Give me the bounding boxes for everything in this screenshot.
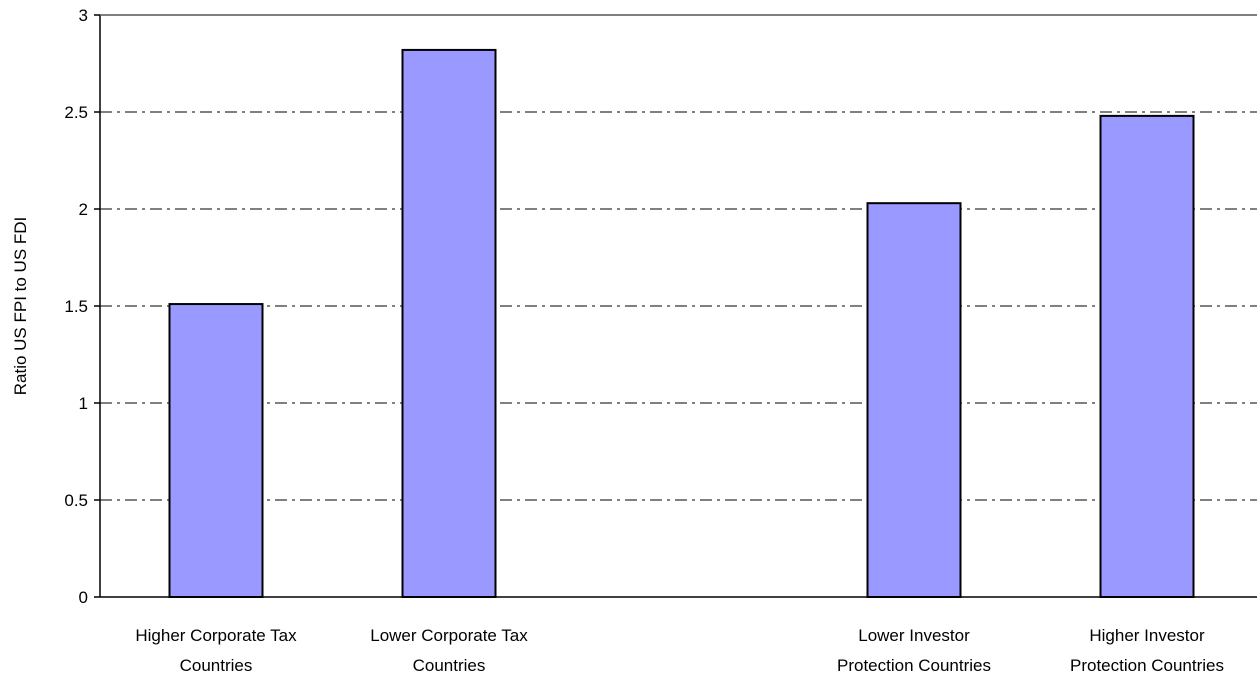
x-category-label-line: Higher Corporate Tax [135,626,297,645]
y-tick-labels: 0 0.5 1 1.5 2 2.5 3 [64,6,100,607]
bar [866,202,962,598]
x-category-label: Higher Corporate Tax Countries [135,626,297,675]
x-category-label-line: Protection Countries [1070,656,1224,675]
x-category-label-line: Protection Countries [837,656,991,675]
bars [168,48,1195,599]
bar [168,303,264,598]
y-tick-label: 3 [79,6,88,25]
x-category-label: Higher Investor Protection Countries [1070,626,1224,675]
y-tick-label: 0.5 [64,491,88,510]
bar [401,48,497,599]
y-axis-title: Ratio US FPI to US FDI [11,217,30,396]
y-tick-label: 2 [79,200,88,219]
y-tick-label: 2.5 [64,103,88,122]
x-category-label-line: Countries [413,656,486,675]
x-category-label-line: Countries [180,656,253,675]
y-tick-label: 0 [79,588,88,607]
x-category-label: Lower Investor Protection Countries [837,626,991,675]
x-category-label-line: Higher Investor [1089,626,1205,645]
bar [1099,114,1195,598]
y-tick-label: 1.5 [64,297,88,316]
x-category-label-line: Lower Corporate Tax [370,626,528,645]
x-category-label-line: Lower Investor [858,626,970,645]
gridlines [100,111,1257,501]
y-tick-label: 1 [79,394,88,413]
x-category-label: Lower Corporate Tax Countries [370,626,528,675]
